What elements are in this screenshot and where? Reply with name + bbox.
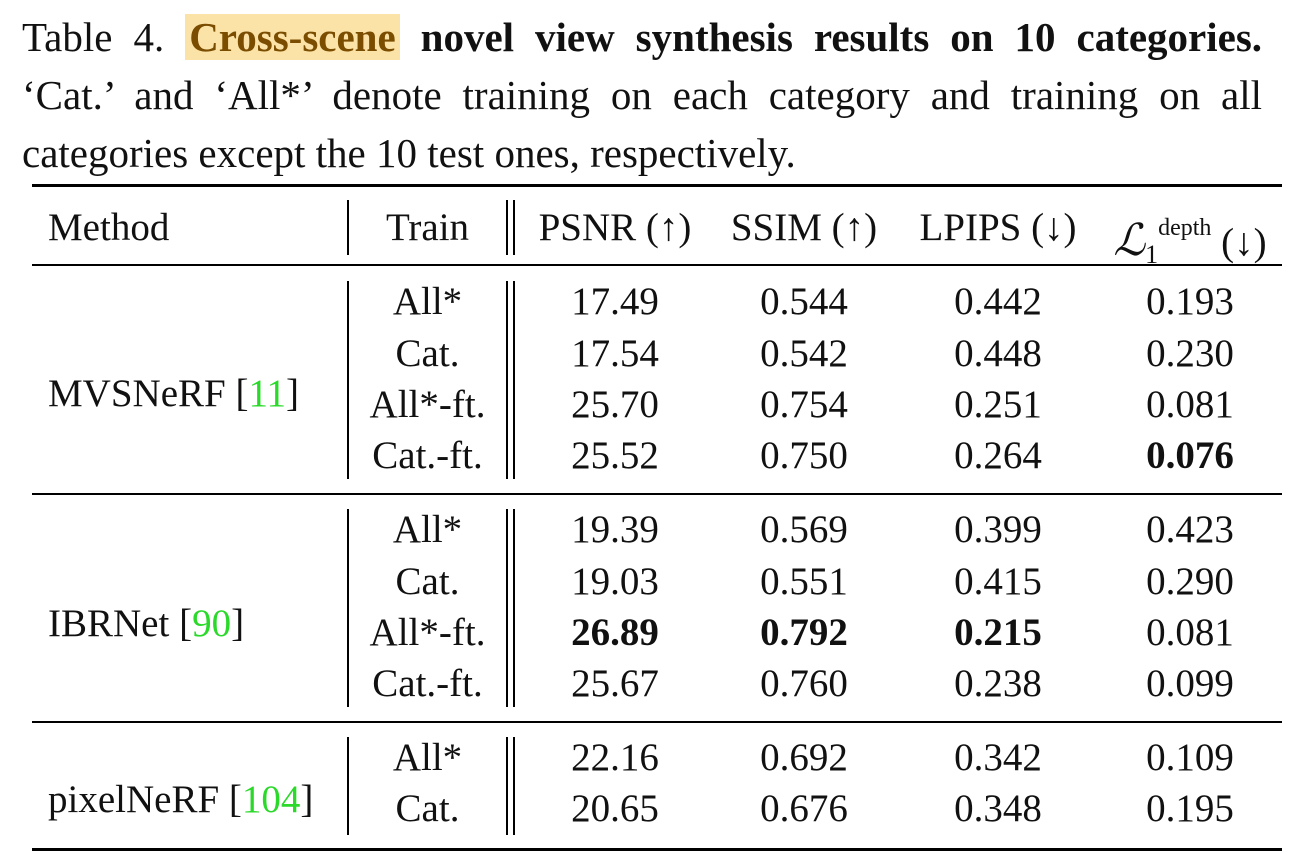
depth-loss-symbol: ℒ xyxy=(1113,216,1146,265)
group3-separator-train-b xyxy=(513,737,515,835)
lpips-cell: 0.342 xyxy=(954,736,1042,779)
depth-cell: 0.230 xyxy=(1146,332,1234,375)
lpips-cell: 0.399 xyxy=(954,508,1042,551)
train-cell: Cat.-ft. xyxy=(372,434,483,477)
top-rule xyxy=(32,184,1282,187)
citation-link[interactable]: 104 xyxy=(241,778,301,821)
psnr-cell: 17.49 xyxy=(571,280,659,323)
psnr-cell: 25.52 xyxy=(571,434,659,477)
citation-bracket: ] xyxy=(286,372,300,415)
ssim-cell: 0.760 xyxy=(760,662,848,705)
group1-separator-method xyxy=(347,281,349,479)
table-label: Table 4. xyxy=(22,14,165,60)
ssim-cell: 0.544 xyxy=(760,280,848,323)
citation-bracket: ] xyxy=(300,778,314,821)
depth-cell: 0.195 xyxy=(1146,787,1234,830)
lpips-cell: 0.442 xyxy=(954,280,1042,323)
train-cell: Cat. xyxy=(395,332,460,375)
ssim-cell: 0.754 xyxy=(760,383,848,426)
ssim-cell: 0.551 xyxy=(760,560,848,603)
lpips-cell: 0.348 xyxy=(954,787,1042,830)
header-separator-train-b xyxy=(513,200,515,255)
group1-separator-train-b xyxy=(513,281,515,479)
train-cell: All* xyxy=(392,508,463,551)
ssim-cell: 0.569 xyxy=(760,508,848,551)
lpips-cell-best: 0.215 xyxy=(954,611,1042,654)
group-rule-1 xyxy=(32,493,1282,495)
group-rule-2 xyxy=(32,721,1282,723)
psnr-cell: 19.03 xyxy=(571,560,659,603)
header-separator-method xyxy=(347,200,349,255)
ssim-cell: 0.692 xyxy=(760,736,848,779)
lpips-cell: 0.415 xyxy=(954,560,1042,603)
group3-separator-train-a xyxy=(506,737,508,835)
method-mvsnerf: MVSNeRF [11] xyxy=(48,371,299,417)
train-cell: All*-ft. xyxy=(369,383,486,426)
method-name: pixelNeRF [ xyxy=(48,778,242,821)
citation-bracket: ] xyxy=(231,602,245,645)
train-cell: Cat. xyxy=(395,560,460,603)
depth-cell: 0.109 xyxy=(1146,736,1234,779)
psnr-cell: 25.67 xyxy=(571,662,659,705)
group2-separator-method xyxy=(347,509,349,707)
depth-loss-subscript: 1 xyxy=(1145,240,1159,269)
psnr-cell: 19.39 xyxy=(571,508,659,551)
train-cell: Cat. xyxy=(395,787,460,830)
depth-cell: 0.081 xyxy=(1146,383,1234,426)
ssim-cell: 0.676 xyxy=(760,787,848,830)
highlighted-phrase: Cross-scene xyxy=(185,14,400,60)
group1-separator-train-a xyxy=(506,281,508,479)
train-cell: Cat.-ft. xyxy=(372,662,483,705)
citation-link[interactable]: 11 xyxy=(248,372,287,415)
method-name: MVSNeRF [ xyxy=(48,372,249,415)
bottom-rule xyxy=(32,848,1282,851)
lpips-cell: 0.238 xyxy=(954,662,1042,705)
method-pixelnerf: pixelNeRF [104] xyxy=(48,777,313,823)
citation-link[interactable]: 90 xyxy=(192,602,232,645)
lpips-cell: 0.448 xyxy=(954,332,1042,375)
table-caption: Table 4. Cross-scene novel view synthesi… xyxy=(22,8,1262,182)
header-lpips: LPIPS (↓) xyxy=(919,206,1077,249)
depth-cell: 0.081 xyxy=(1146,611,1234,654)
group2-separator-train-a xyxy=(506,509,508,707)
ssim-cell: 0.542 xyxy=(760,332,848,375)
group2-separator-train-b xyxy=(513,509,515,707)
header-depth: ℒ1depth (↓) xyxy=(1098,205,1282,278)
depth-cell-best: 0.076 xyxy=(1146,434,1234,477)
train-cell: All*-ft. xyxy=(369,611,486,654)
train-cell: All* xyxy=(392,736,463,779)
depth-cell: 0.423 xyxy=(1146,508,1234,551)
method-name: IBRNet [ xyxy=(48,602,193,645)
caption-body: ‘Cat.’ and ‘All*’ denote training on eac… xyxy=(22,72,1262,176)
depth-cell: 0.099 xyxy=(1146,662,1234,705)
depth-arrow: (↓) xyxy=(1221,221,1267,264)
psnr-cell: 25.70 xyxy=(571,383,659,426)
depth-loss-superscript: depth xyxy=(1158,215,1212,241)
method-ibrnet: IBRNet [90] xyxy=(48,601,244,647)
header-psnr: PSNR (↑) xyxy=(538,206,692,249)
psnr-cell: 20.65 xyxy=(571,787,659,830)
train-cell: All* xyxy=(392,280,463,323)
ssim-cell-best: 0.792 xyxy=(760,611,848,654)
depth-cell: 0.290 xyxy=(1146,560,1234,603)
group3-separator-method xyxy=(347,737,349,835)
header-separator-train-a xyxy=(506,200,508,255)
depth-cell: 0.193 xyxy=(1146,280,1234,323)
caption-title: novel view synthesis results on 10 categ… xyxy=(420,14,1263,60)
header-rule xyxy=(32,264,1282,266)
psnr-cell: 22.16 xyxy=(571,736,659,779)
psnr-cell-best: 26.89 xyxy=(571,611,659,654)
lpips-cell: 0.251 xyxy=(954,383,1042,426)
lpips-cell: 0.264 xyxy=(954,434,1042,477)
psnr-cell: 17.54 xyxy=(571,332,659,375)
header-ssim: SSIM (↑) xyxy=(730,206,878,249)
header-train: Train xyxy=(385,206,470,249)
header-method: Method xyxy=(48,206,170,249)
ssim-cell: 0.750 xyxy=(760,434,848,477)
